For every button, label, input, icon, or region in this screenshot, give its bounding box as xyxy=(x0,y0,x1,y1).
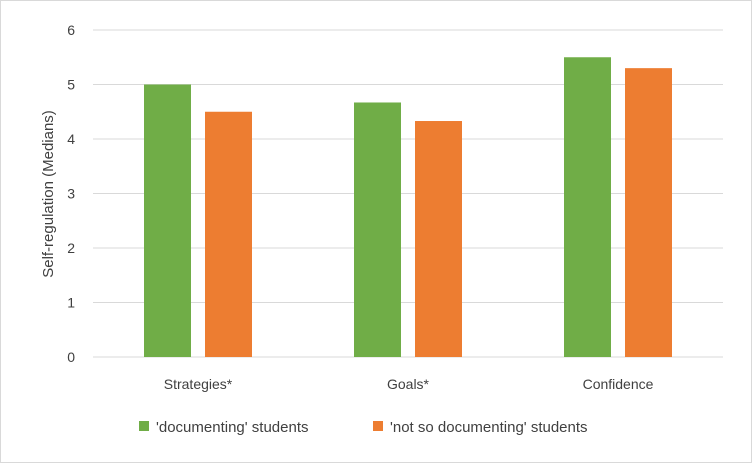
x-tick-label: Goals* xyxy=(387,376,430,392)
bar-1-1 xyxy=(415,121,462,357)
y-tick-label: 2 xyxy=(67,240,75,256)
y-tick-label: 3 xyxy=(67,186,75,202)
y-tick-label: 0 xyxy=(67,349,75,365)
legend: 'documenting' students 'not so documentin… xyxy=(139,419,588,436)
y-axis-title: Self-regulation (Medians) xyxy=(40,110,57,278)
y-tick-label: 5 xyxy=(67,77,75,93)
bar-1-0 xyxy=(354,102,401,357)
bar-0-0 xyxy=(144,84,191,357)
legend-label: 'not so documenting' students xyxy=(390,419,588,436)
x-tick-label: Strategies* xyxy=(164,376,233,392)
y-tick-label: 6 xyxy=(67,22,75,38)
bar-0-1 xyxy=(205,111,252,357)
bar-2-1 xyxy=(625,68,672,358)
y-axis-ticks: 0 1 2 3 4 5 6 xyxy=(67,22,75,365)
y-tick-label: 1 xyxy=(67,295,75,311)
legend-swatch xyxy=(139,421,149,431)
x-tick-label: Confidence xyxy=(583,376,654,392)
legend-label: 'documenting' students xyxy=(156,419,309,436)
legend-swatch xyxy=(373,421,383,431)
gridlines xyxy=(93,29,723,358)
bars xyxy=(144,57,672,358)
bar-2-0 xyxy=(564,57,611,357)
x-axis-ticks: Strategies* Goals* Confidence xyxy=(164,376,654,392)
y-tick-label: 4 xyxy=(67,131,75,147)
